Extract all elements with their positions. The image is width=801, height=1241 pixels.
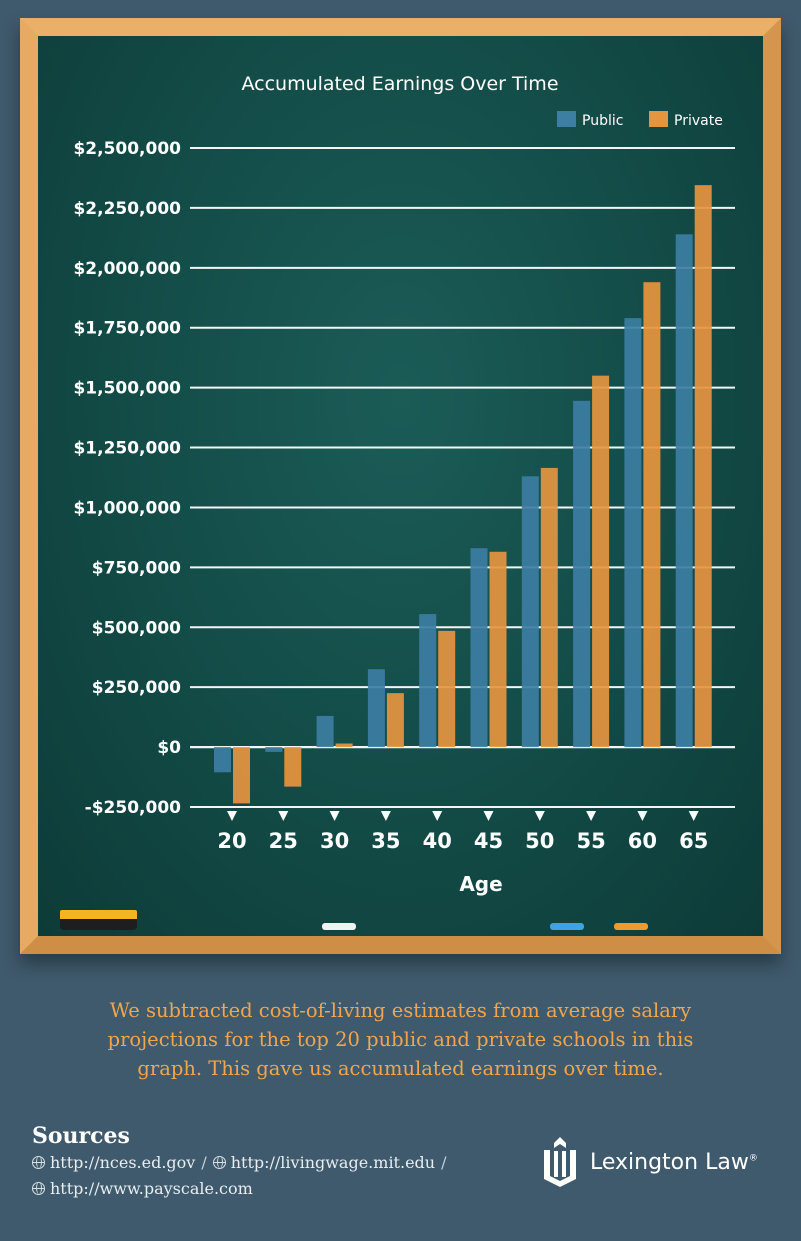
bar-private bbox=[386, 693, 404, 748]
globe-icon bbox=[212, 1156, 226, 1169]
x-tick-label: 20 bbox=[217, 829, 246, 853]
sources-line-1: http://nces.ed.gov / http://livingwage.mit… bbox=[32, 1153, 452, 1172]
bar-private bbox=[489, 551, 507, 748]
bar-public bbox=[316, 715, 334, 748]
legend-label: Private bbox=[674, 113, 723, 129]
chart-note: We subtracted cost-of-living estimates f… bbox=[107, 999, 694, 1080]
brand-text: Lexington Law bbox=[590, 1150, 749, 1175]
white-chalk bbox=[322, 923, 356, 930]
y-tick-label: $1,500,000 bbox=[73, 379, 181, 399]
orange-chalk bbox=[614, 923, 648, 930]
x-tick-label: 60 bbox=[628, 829, 657, 853]
x-tick-label: 55 bbox=[576, 829, 605, 853]
bar-public bbox=[573, 400, 591, 748]
eraser-base bbox=[60, 919, 137, 930]
lexington-shield-icon bbox=[544, 1137, 576, 1187]
bar-private bbox=[643, 282, 661, 748]
x-tick-marker bbox=[688, 811, 699, 821]
x-tick-label: 45 bbox=[474, 829, 503, 853]
y-tick-label: $1,750,000 bbox=[73, 319, 181, 339]
source-link[interactable]: http://nces.ed.gov bbox=[50, 1153, 196, 1172]
bar-private bbox=[284, 747, 302, 787]
chart-title: Accumulated Earnings Over Time bbox=[241, 73, 558, 95]
bar-public bbox=[624, 318, 642, 748]
earnings-chart: Accumulated Earnings Over Time $2,500,000… bbox=[73, 73, 735, 896]
y-tick-label: $0 bbox=[157, 738, 181, 758]
x-tick-marker bbox=[380, 811, 391, 821]
x-tick-label: 30 bbox=[320, 829, 349, 853]
y-tick-label: $1,250,000 bbox=[73, 439, 181, 459]
bar-public bbox=[521, 476, 539, 748]
bar-public bbox=[675, 234, 693, 748]
x-tick-marker bbox=[227, 811, 237, 821]
sources-line-2: http://www.payscale.com bbox=[32, 1179, 253, 1198]
y-tick-label: $250,000 bbox=[92, 678, 181, 698]
x-tick-marker bbox=[278, 811, 289, 821]
bar-public bbox=[214, 747, 231, 773]
source-link[interactable]: http://livingwage.mit.edu bbox=[230, 1153, 436, 1172]
x-tick-label: 25 bbox=[269, 829, 298, 853]
x-tick-marker bbox=[637, 811, 648, 821]
bar-private bbox=[694, 185, 712, 748]
source-link[interactable]: http://www.payscale.com bbox=[50, 1179, 253, 1198]
y-tick-label: $2,000,000 bbox=[73, 259, 181, 279]
globe-icon bbox=[32, 1182, 45, 1195]
x-tick-marker bbox=[329, 811, 340, 821]
eraser bbox=[60, 910, 137, 919]
sources-title: Sources bbox=[32, 1123, 130, 1149]
bar-private bbox=[592, 375, 610, 748]
registered-mark: ® bbox=[748, 1153, 758, 1164]
y-tick-label: $1,000,000 bbox=[73, 498, 181, 518]
legend-swatch bbox=[557, 111, 576, 127]
globe-icon bbox=[32, 1156, 45, 1169]
x-tick-marker bbox=[534, 811, 545, 821]
bar-private bbox=[540, 467, 558, 748]
x-tick-label: 35 bbox=[371, 829, 400, 853]
legend-swatch bbox=[649, 111, 668, 127]
bar-private bbox=[335, 743, 353, 748]
chalkboard bbox=[38, 36, 763, 936]
y-tick-label: $500,000 bbox=[92, 618, 181, 638]
x-tick-marker bbox=[432, 811, 443, 821]
y-tick-label: $2,250,000 bbox=[73, 199, 181, 219]
y-tick-label: $2,500,000 bbox=[73, 139, 181, 159]
chalkboard-frame bbox=[20, 18, 781, 954]
blue-chalk bbox=[550, 923, 584, 930]
y-tick-label: -$250,000 bbox=[85, 798, 181, 818]
x-axis-label: Age bbox=[459, 872, 502, 896]
y-tick-label: $750,000 bbox=[92, 558, 181, 578]
x-tick-marker bbox=[483, 811, 494, 821]
source-separator: / bbox=[441, 1153, 447, 1172]
bar-private bbox=[233, 747, 250, 804]
legend-label: Public bbox=[582, 113, 623, 129]
bar-public bbox=[470, 548, 488, 748]
source-separator: / bbox=[201, 1153, 207, 1172]
x-tick-marker bbox=[586, 811, 597, 821]
bar-public bbox=[265, 747, 283, 752]
x-tick-label: 65 bbox=[679, 829, 708, 853]
x-tick-label: 40 bbox=[423, 829, 452, 853]
brand-name: Lexington Law® bbox=[590, 1150, 758, 1175]
bar-public bbox=[419, 614, 437, 748]
bar-private bbox=[438, 630, 456, 748]
x-tick-label: 50 bbox=[525, 829, 554, 853]
bar-public bbox=[367, 669, 385, 748]
